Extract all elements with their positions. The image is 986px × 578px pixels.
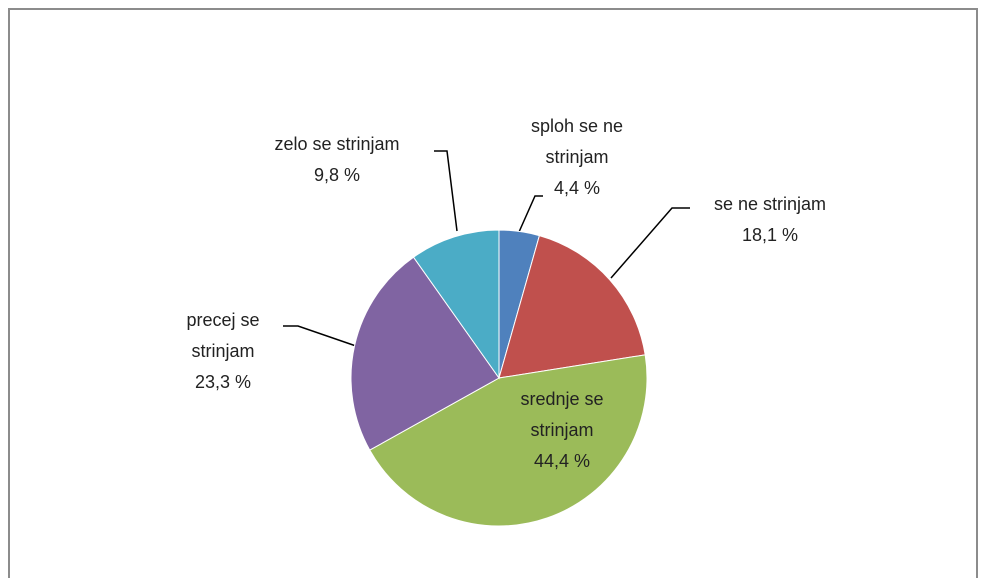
leader-lines: [283, 150, 690, 347]
data-label: precej se strinjam 23,3 %: [168, 305, 278, 398]
data-label: srednje se strinjam 44,4 %: [497, 384, 627, 477]
value-label: 44,4 %: [533, 451, 591, 471]
data-label: zelo se strinjam 9,8 %: [252, 129, 422, 191]
category-label: srednje se strinjam: [520, 389, 604, 440]
leader-line: [434, 150, 458, 232]
data-label: se ne strinjam 18,1 %: [690, 189, 850, 251]
pie-slice: [498, 235, 646, 379]
category-label: se ne strinjam: [713, 194, 827, 214]
data-label: sploh se ne strinjam 4,4 %: [512, 111, 642, 204]
value-label: 23,3 %: [194, 372, 252, 392]
leader-line: [283, 325, 357, 347]
category-label: zelo se strinjam: [274, 134, 400, 154]
leader-line: [610, 207, 690, 279]
value-label: 4,4 %: [553, 178, 601, 198]
pie: [350, 229, 648, 527]
chart-frame: [8, 8, 978, 578]
category-label: sploh se ne strinjam: [530, 116, 624, 167]
leader-line: [518, 195, 543, 233]
pie-slice: [412, 229, 500, 380]
value-label: 18,1 %: [741, 225, 799, 245]
value-label: 9,8 %: [313, 165, 361, 185]
pie-slice: [369, 354, 648, 527]
pie-slice: [350, 256, 500, 451]
category-label: precej se strinjam: [186, 310, 260, 361]
